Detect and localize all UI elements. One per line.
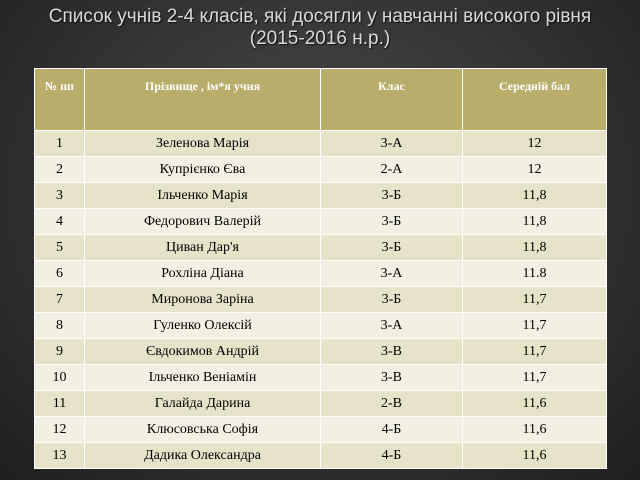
cell-name: Ільченко Марія: [84, 182, 321, 209]
cell-name: Циван Дар'я: [84, 234, 321, 261]
cell-class: 3-В: [320, 338, 463, 365]
cell-average: 11,7: [462, 312, 607, 339]
table-row: 6 Рохліна Діана 3-А 11.8: [34, 260, 607, 287]
cell-number: 4: [34, 208, 85, 235]
table-header-row: № пп Прізвище , ім*я учня Клас Середній …: [34, 68, 607, 131]
cell-name: Миронова Заріна: [84, 286, 321, 313]
cell-class: 3-Б: [320, 286, 463, 313]
slide-title-line-2: (2015-2016 н.р.): [249, 28, 391, 49]
cell-name: Євдокимов Андрій: [84, 338, 321, 365]
table-body: 1 Зеленова Марія 3-А 12 2 Купрієнко Єва 2-А 12 3…: [34, 130, 607, 469]
table-row: 7 Миронова Заріна 3-Б 11,7: [34, 286, 607, 313]
cell-name: Клюсовська Софія: [84, 416, 321, 443]
cell-class: 3-Б: [320, 182, 463, 209]
cell-number: 12: [34, 416, 85, 443]
cell-class: 3-А: [320, 130, 463, 157]
cell-average: 11.8: [462, 260, 607, 287]
cell-class: 3-Б: [320, 208, 463, 235]
cell-average: 11,8: [462, 208, 607, 235]
cell-name: Рохліна Діана: [84, 260, 321, 287]
cell-average: 11,7: [462, 338, 607, 365]
cell-average: 11,6: [462, 442, 607, 469]
cell-name: Купрієнко Єва: [84, 156, 321, 183]
table-row: 1 Зеленова Марія 3-А 12: [34, 130, 607, 157]
table-row: 11 Галайда Дарина 2-В 11,6: [34, 390, 607, 417]
cell-average: 12: [462, 156, 607, 183]
table-row: 9 Євдокимов Андрій 3-В 11,7: [34, 338, 607, 365]
cell-class: 4-Б: [320, 442, 463, 469]
table-row: 8 Гуленко Олексій 3-А 11,7: [34, 312, 607, 339]
cell-average: 11,6: [462, 416, 607, 443]
cell-number: 7: [34, 286, 85, 313]
cell-number: 9: [34, 338, 85, 365]
cell-name: Ільченко Веніамін: [84, 364, 321, 391]
cell-class: 2-В: [320, 390, 463, 417]
table-row: 2 Купрієнко Єва 2-А 12: [34, 156, 607, 183]
cell-average: 11,8: [462, 234, 607, 261]
cell-average: 12: [462, 130, 607, 157]
cell-average: 11,7: [462, 364, 607, 391]
table-row: 4 Федорович Валерій 3-Б 11,8: [34, 208, 607, 235]
cell-number: 1: [34, 130, 85, 157]
cell-class: 3-В: [320, 364, 463, 391]
slide-title-line-1: Список учнів 2-4 класів, які досягли у н…: [48, 6, 592, 27]
cell-name: Дадика Олександра: [84, 442, 321, 469]
cell-name: Галайда Дарина: [84, 390, 321, 417]
cell-number: 13: [34, 442, 85, 469]
header-class: Клас: [320, 68, 463, 131]
cell-number: 6: [34, 260, 85, 287]
cell-name: Зеленова Марія: [84, 130, 321, 157]
cell-average: 11,6: [462, 390, 607, 417]
cell-average: 11,8: [462, 182, 607, 209]
cell-class: 2-А: [320, 156, 463, 183]
table-row: 10 Ільченко Веніамін 3-В 11,7: [34, 364, 607, 391]
cell-average: 11,7: [462, 286, 607, 313]
cell-class: 3-А: [320, 260, 463, 287]
table-row: 3 Ільченко Марія 3-Б 11,8: [34, 182, 607, 209]
header-number: № пп: [34, 68, 85, 131]
cell-number: 10: [34, 364, 85, 391]
table-row: 5 Циван Дар'я 3-Б 11,8: [34, 234, 607, 261]
cell-name: Федорович Валерій: [84, 208, 321, 235]
cell-number: 3: [34, 182, 85, 209]
table-row: 13 Дадика Олександра 4-Б 11,6: [34, 442, 607, 469]
cell-number: 11: [34, 390, 85, 417]
slide-title: Список учнів 2-4 класів, які досягли у н…: [0, 6, 640, 50]
cell-number: 8: [34, 312, 85, 339]
cell-number: 2: [34, 156, 85, 183]
table-row: 12 Клюсовська Софія 4-Б 11,6: [34, 416, 607, 443]
cell-class: 3-Б: [320, 234, 463, 261]
header-name: Прізвище , ім*я учня: [84, 68, 321, 131]
cell-name: Гуленко Олексій: [84, 312, 321, 339]
cell-class: 3-А: [320, 312, 463, 339]
cell-number: 5: [34, 234, 85, 261]
cell-class: 4-Б: [320, 416, 463, 443]
students-table: № пп Прізвище , ім*я учня Клас Середній …: [34, 68, 607, 469]
header-average: Середній бал: [462, 68, 607, 131]
